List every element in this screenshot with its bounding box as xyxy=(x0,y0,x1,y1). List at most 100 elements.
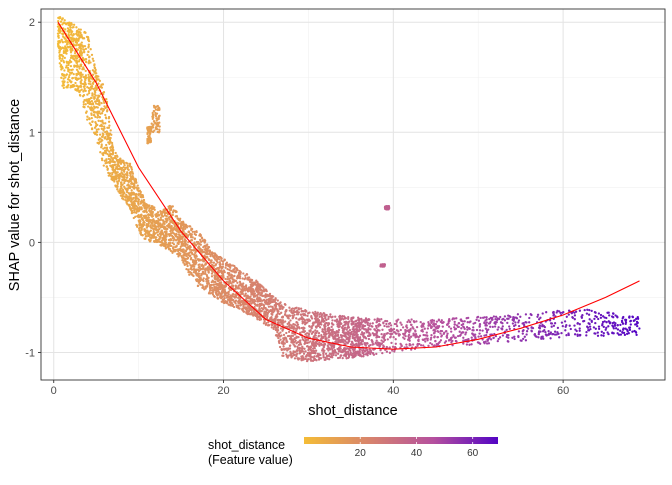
scatter-point xyxy=(229,269,231,271)
scatter-point xyxy=(471,336,473,338)
scatter-point xyxy=(543,329,545,331)
scatter-point xyxy=(327,328,329,330)
scatter-point xyxy=(525,339,527,341)
scatter-point xyxy=(340,318,342,320)
scatter-point xyxy=(104,114,106,116)
scatter-point xyxy=(73,24,75,26)
scatter-point xyxy=(358,342,360,344)
scatter-point xyxy=(147,216,149,218)
scatter-point xyxy=(450,327,452,329)
scatter-point xyxy=(271,324,273,326)
scatter-point xyxy=(367,324,369,326)
scatter-point xyxy=(294,311,296,313)
scatter-point xyxy=(531,330,533,332)
scatter-point xyxy=(294,357,296,359)
scatter-point xyxy=(158,241,160,243)
scatter-point xyxy=(165,247,167,249)
scatter-point xyxy=(301,327,303,329)
scatter-point xyxy=(469,320,471,322)
scatter-point xyxy=(626,333,628,335)
scatter-point xyxy=(565,326,567,328)
scatter-point xyxy=(486,331,488,333)
scatter-point xyxy=(89,122,91,124)
scatter-point xyxy=(597,331,599,333)
scatter-point xyxy=(443,333,445,335)
scatter-point xyxy=(219,261,221,263)
scatter-point xyxy=(420,344,422,346)
scatter-point xyxy=(141,201,143,203)
scatter-point xyxy=(532,327,534,329)
scatter-point xyxy=(133,201,135,203)
scatter-point xyxy=(400,329,402,331)
scatter-point xyxy=(190,239,192,241)
scatter-point xyxy=(232,285,234,287)
scatter-point xyxy=(295,337,297,339)
scatter-point xyxy=(296,350,298,352)
scatter-point xyxy=(603,332,605,334)
scatter-point xyxy=(228,265,230,267)
scatter-point xyxy=(80,50,82,52)
scatter-point xyxy=(168,216,170,218)
scatter-point xyxy=(337,353,339,355)
scatter-point xyxy=(139,226,141,228)
scatter-point xyxy=(122,193,124,195)
scatter-point xyxy=(288,307,290,309)
scatter-point xyxy=(91,100,93,102)
scatter-point xyxy=(600,314,602,316)
scatter-point xyxy=(431,343,433,345)
scatter-point xyxy=(314,352,316,354)
scatter-point xyxy=(203,277,205,279)
scatter-point xyxy=(435,326,437,328)
scatter-point xyxy=(91,54,93,56)
scatter-point xyxy=(186,265,188,267)
scatter-point xyxy=(549,337,551,339)
scatter-point xyxy=(414,330,416,332)
scatter-point xyxy=(223,270,225,272)
scatter-point xyxy=(355,320,357,322)
scatter-point xyxy=(405,325,407,327)
scatter-point xyxy=(434,329,436,331)
scatter-point xyxy=(130,192,132,194)
scatter-point xyxy=(248,311,250,313)
scatter-point xyxy=(545,311,547,313)
scatter-point xyxy=(161,214,163,216)
scatter-point xyxy=(99,116,101,118)
scatter-point xyxy=(426,339,428,341)
scatter-point xyxy=(332,330,334,332)
scatter-point xyxy=(180,221,182,223)
scatter-point xyxy=(233,295,235,297)
scatter-point xyxy=(101,159,103,161)
scatter-point xyxy=(192,231,194,233)
scatter-point xyxy=(379,349,381,351)
scatter-point xyxy=(370,325,372,327)
scatter-point xyxy=(160,217,162,219)
scatter-point xyxy=(551,322,553,324)
scatter-point xyxy=(140,214,142,216)
scatter-point xyxy=(485,316,487,318)
scatter-point xyxy=(417,340,419,342)
scatter-point xyxy=(323,325,325,327)
scatter-point xyxy=(376,321,378,323)
scatter-point xyxy=(427,345,429,347)
scatter-point xyxy=(343,347,345,349)
scatter-point xyxy=(376,340,378,342)
scatter-point xyxy=(415,333,417,335)
scatter-point xyxy=(140,191,142,193)
scatter-point xyxy=(219,271,221,273)
scatter-point xyxy=(200,279,202,281)
scatter-point xyxy=(243,294,245,296)
scatter-point xyxy=(477,335,479,337)
scatter-point xyxy=(276,335,278,337)
scatter-point xyxy=(377,329,379,331)
scatter-point xyxy=(110,146,112,148)
scatter-point xyxy=(165,212,167,214)
scatter-point xyxy=(412,327,414,329)
scatter-point xyxy=(86,110,88,112)
scatter-point xyxy=(85,90,87,92)
scatter-point xyxy=(153,232,155,234)
scatter-point xyxy=(240,304,242,306)
scatter-point xyxy=(384,320,386,322)
scatter-point xyxy=(311,327,313,329)
scatter-point xyxy=(114,161,116,163)
scatter-point xyxy=(117,171,119,173)
